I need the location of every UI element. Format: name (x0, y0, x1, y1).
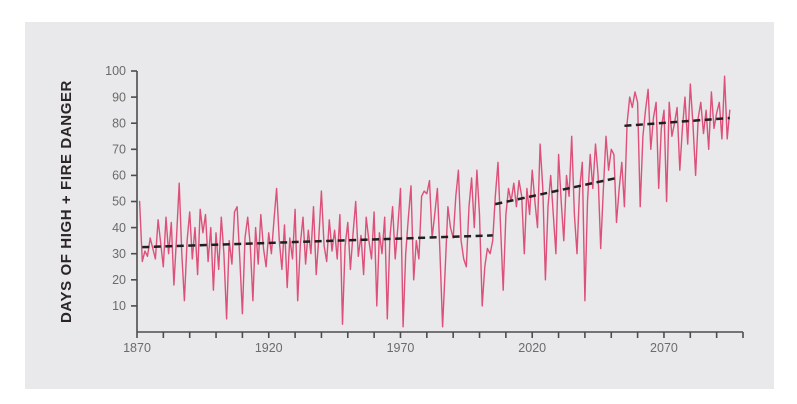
x-tick-label: 1870 (123, 341, 151, 355)
y-tick-label: 30 (112, 247, 126, 261)
y-tick-label: 70 (112, 143, 126, 157)
y-tick-label: 20 (112, 273, 126, 287)
x-tick-label: 2070 (650, 341, 678, 355)
y-tick-label: 60 (112, 169, 126, 183)
x-tick-label: 1970 (387, 341, 415, 355)
y-tick-label: 40 (112, 221, 126, 235)
fire-danger-line (138, 75, 731, 328)
y-tick-label: 100 (105, 64, 126, 78)
x-tick-label: 1920 (255, 341, 283, 355)
mid-century-trend-dashed-line (495, 176, 617, 206)
historical-trend-dashed-line (142, 234, 493, 249)
axes: 1870 1920 1970 2020 2070 10 20 30 40 50 60 70 80 90 10… (105, 64, 744, 355)
y-tick-label: 80 (112, 116, 126, 130)
y-tick-label: 90 (112, 90, 126, 104)
trend-lines (142, 116, 730, 249)
late-century-trend-dashed-line (624, 116, 730, 128)
data-series (138, 75, 731, 328)
y-axis-title: DAYS OF HIGH + FIRE DANGER (58, 80, 75, 323)
y-tick-label: 50 (112, 195, 126, 209)
y-tick-label: 10 (112, 299, 126, 313)
x-tick-label: 2020 (518, 341, 546, 355)
